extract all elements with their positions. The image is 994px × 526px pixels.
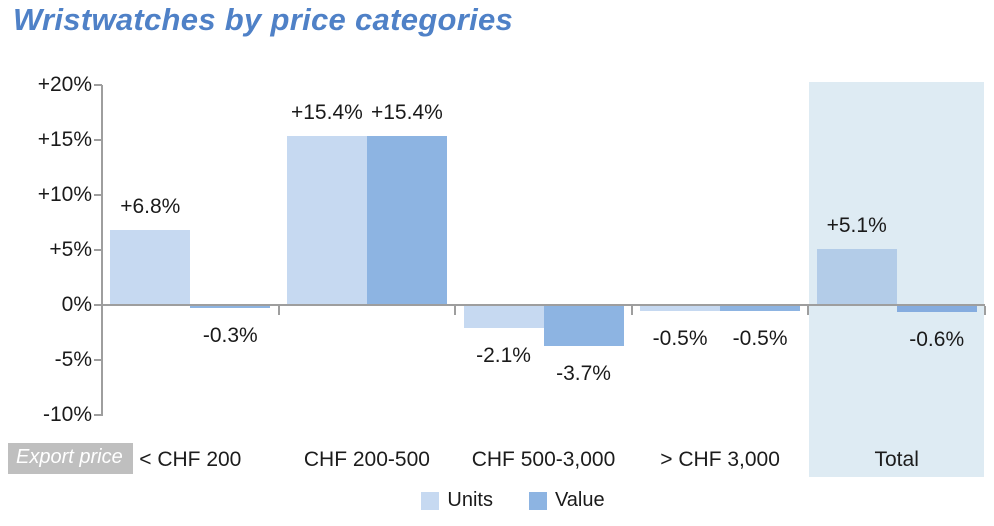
y-tick-mark [94, 139, 102, 141]
bar-label-units-3: -2.1% [476, 344, 531, 368]
category-tick-mark [101, 306, 103, 315]
x-axis-label-1: < CHF 200 [139, 448, 242, 471]
y-tick-label: +20% [37, 73, 92, 96]
x-axis-label-5: Total [874, 448, 919, 471]
bar-label-units-2: +15.4% [290, 100, 363, 124]
units-swatch-icon [421, 491, 440, 510]
y-tick-label: +10% [37, 183, 92, 206]
export-price-badge: Export price [8, 443, 133, 474]
bar-units-2 [286, 135, 367, 305]
y-tick-label: 0% [61, 293, 92, 316]
category-tick-mark [454, 306, 456, 315]
legend-item-value: Value [528, 489, 605, 512]
y-tick-label: -10% [42, 403, 92, 426]
plot-area: +6.8% -0.3% +15.4% +15.4% -2.1% -3.7% -0.5% -0.… [102, 85, 985, 415]
bar-label-value-2: +15.4% [370, 100, 443, 124]
bar-label-value-1: -0.3% [202, 324, 258, 348]
bar-label-value-3: -3.7% [556, 361, 611, 385]
y-tick-mark [94, 249, 102, 251]
y-tick-mark [94, 359, 102, 361]
bar-label-value-4: -0.5% [732, 326, 788, 350]
bar-label-value-5: -0.6% [909, 327, 965, 351]
legend-item-units: Units [421, 489, 493, 512]
bar-value-3 [543, 305, 624, 346]
category-tick-mark [278, 306, 280, 315]
bar-units-1 [110, 230, 191, 305]
y-tick-mark [94, 304, 102, 306]
bar-units-5 [816, 248, 897, 305]
value-swatch-icon [528, 491, 547, 510]
bar-units-3 [463, 305, 544, 329]
chart-title: Wristwatches by price categories [13, 2, 514, 37]
export-price-label: Export price [16, 446, 123, 468]
x-axis-label-4: > CHF 3,000 [660, 448, 780, 471]
bar-value-2 [366, 135, 447, 305]
legend: Units Value [16, 489, 994, 512]
y-tick-mark [94, 414, 102, 416]
bar-units-4 [640, 305, 721, 311]
x-axis-labels: < CHF 200 CHF 200-500 CHF 500-3,000 > CHF 3… [102, 448, 985, 476]
legend-label-units: Units [447, 489, 493, 511]
x-axis-label-3: CHF 500-3,000 [471, 448, 616, 471]
bar-value-1 [190, 305, 271, 309]
y-tick-mark [94, 84, 102, 86]
category-tick-mark [984, 306, 986, 315]
category-tick-mark [631, 306, 633, 315]
y-tick-mark [94, 194, 102, 196]
bar-value-4 [720, 305, 801, 311]
bar-value-5 [896, 305, 977, 312]
y-tick-label: +5% [49, 238, 92, 261]
bar-label-units-1: +6.8% [120, 195, 181, 219]
x-axis-label-2: CHF 200-500 [303, 448, 430, 471]
zero-baseline [102, 304, 985, 306]
bar-label-units-5: +5.1% [826, 213, 887, 237]
legend-label-value: Value [554, 489, 605, 511]
y-axis-line [101, 85, 103, 416]
y-tick-label: +15% [37, 128, 92, 151]
y-tick-label: -5% [54, 348, 92, 371]
y-axis: +20% +15% +10% +5% 0% -5% -10% [0, 73, 96, 426]
bar-label-units-4: -0.5% [652, 326, 708, 350]
category-tick-mark [807, 306, 809, 315]
